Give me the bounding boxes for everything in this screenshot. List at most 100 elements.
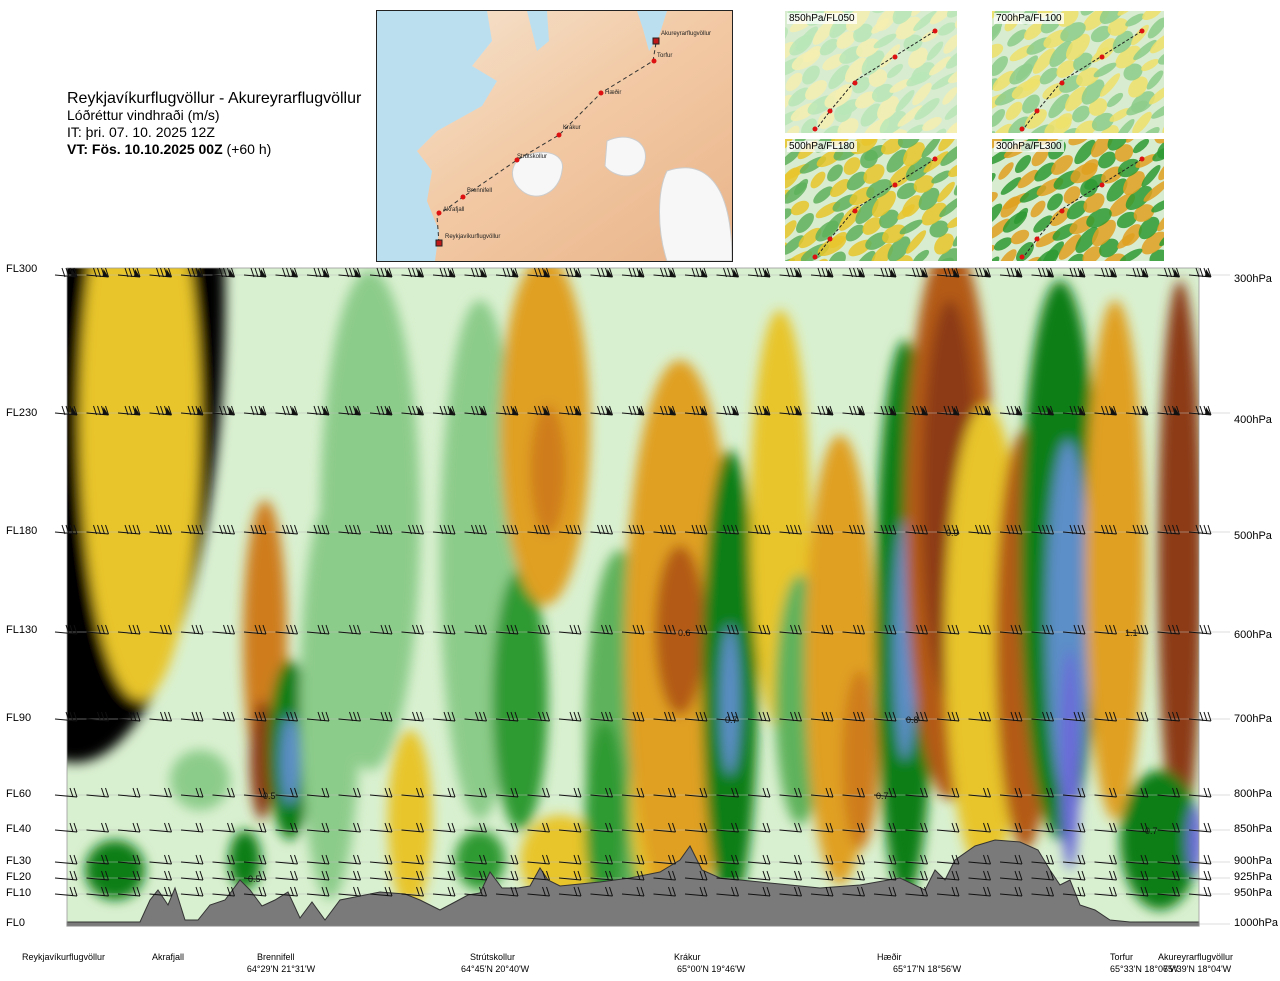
valid-time: VT: Fös. 10.10.2025 00Z (+60 h) bbox=[67, 141, 361, 158]
field-cell bbox=[850, 139, 878, 155]
waypoint-marker bbox=[812, 126, 818, 132]
wind-barb bbox=[527, 524, 550, 535]
level-map-700[interactable]: 700hPa/FL100 bbox=[992, 11, 1164, 133]
field-cell bbox=[855, 197, 879, 225]
wind-barb bbox=[558, 787, 582, 798]
field-cell bbox=[946, 11, 957, 18]
field-cell bbox=[1106, 178, 1128, 202]
field-cell bbox=[1157, 210, 1164, 232]
wind-barb bbox=[243, 870, 267, 881]
field-cell bbox=[1072, 105, 1090, 123]
field-cell bbox=[1131, 24, 1149, 46]
wind-barb bbox=[369, 405, 393, 416]
field-cell bbox=[1034, 162, 1056, 182]
wind-barb bbox=[86, 787, 109, 798]
field-cell bbox=[921, 139, 941, 159]
wind-barb bbox=[149, 267, 172, 278]
wind-barb bbox=[243, 624, 267, 635]
wind-barb bbox=[810, 267, 834, 278]
axis-label-500hpa: 500hPa bbox=[1234, 530, 1272, 542]
wind-barb bbox=[779, 524, 802, 535]
wind-barb bbox=[873, 854, 897, 865]
wind-barb bbox=[117, 267, 141, 278]
wind-barb bbox=[747, 854, 771, 865]
field-cell bbox=[998, 162, 1014, 180]
wind-barb bbox=[873, 524, 897, 535]
wind-barb bbox=[432, 854, 456, 865]
field-cell bbox=[1123, 63, 1143, 81]
wind-barb bbox=[1094, 787, 1117, 798]
wind-barb bbox=[117, 711, 141, 722]
wind-barb bbox=[149, 624, 172, 635]
wind-barb bbox=[432, 886, 456, 897]
field-cell bbox=[948, 163, 957, 177]
field-cell bbox=[870, 243, 894, 261]
wind-barb bbox=[117, 886, 141, 897]
wind-barb bbox=[243, 822, 267, 833]
level-map-label: 500hPa/FL180 bbox=[787, 141, 857, 152]
wind-barb bbox=[1157, 787, 1180, 798]
field-cell bbox=[1106, 92, 1124, 108]
route-line bbox=[814, 30, 936, 132]
station-coords: 65°00'N 19°46'W bbox=[677, 964, 746, 974]
wind-barb bbox=[180, 524, 204, 535]
level-map-300[interactable]: 300hPa/FL300 bbox=[992, 139, 1164, 261]
wind-barb bbox=[369, 787, 393, 798]
wind-barb bbox=[527, 870, 550, 881]
field-cell bbox=[929, 220, 949, 238]
wind-barb bbox=[842, 405, 865, 416]
field-cell bbox=[856, 38, 880, 58]
field-cell bbox=[1058, 128, 1080, 133]
field-cell bbox=[993, 237, 1013, 251]
ocean-shape bbox=[377, 11, 497, 261]
wind-barb bbox=[1125, 787, 1149, 798]
field-cell bbox=[895, 89, 915, 113]
updraft-band bbox=[455, 830, 505, 890]
field-cell bbox=[1033, 215, 1053, 233]
field-cell bbox=[939, 196, 957, 218]
wind-barb bbox=[180, 886, 204, 897]
wind-barb bbox=[1157, 822, 1180, 833]
vatnajokull-shape bbox=[659, 167, 732, 261]
wind-barb bbox=[653, 787, 676, 798]
level-map-500[interactable]: 500hPa/FL180 bbox=[785, 139, 957, 261]
field-cell bbox=[827, 164, 843, 182]
wind-barb bbox=[401, 267, 424, 278]
wind-barb bbox=[149, 787, 172, 798]
station-coords: 65°33'N 18°07'W bbox=[1110, 964, 1179, 974]
field-cell bbox=[845, 224, 865, 242]
wind-barb bbox=[432, 711, 456, 722]
wind-barb bbox=[1062, 787, 1086, 798]
wind-barb bbox=[684, 524, 708, 535]
wind-barb bbox=[590, 711, 613, 722]
wind-barb bbox=[810, 886, 834, 897]
field-cell bbox=[896, 182, 918, 200]
wind-barb bbox=[621, 854, 645, 865]
field-cell bbox=[1151, 101, 1164, 119]
value-label: 0.7 bbox=[725, 715, 738, 725]
wind-barb bbox=[1157, 267, 1180, 278]
axis-label-600hpa: 600hPa bbox=[1234, 629, 1272, 641]
field-cell bbox=[905, 157, 933, 181]
level-map-850[interactable]: 850hPa/FL050 bbox=[785, 11, 957, 133]
wind-barb bbox=[747, 524, 771, 535]
wind-barb bbox=[180, 405, 204, 416]
wind-barb bbox=[212, 822, 235, 833]
wind-barb bbox=[1031, 854, 1054, 865]
wind-barb bbox=[873, 711, 897, 722]
wind-barb bbox=[275, 267, 298, 278]
wind-barb bbox=[747, 267, 771, 278]
wind-barb bbox=[1157, 524, 1180, 535]
waypoint-marker-strutskollur bbox=[514, 157, 520, 163]
route-line bbox=[436, 42, 657, 244]
wind-barb bbox=[338, 854, 361, 865]
field-cell bbox=[922, 117, 942, 131]
wind-barb bbox=[275, 787, 298, 798]
field-cell bbox=[897, 204, 915, 220]
wind-barb bbox=[275, 870, 298, 881]
wind-barb bbox=[149, 854, 172, 865]
wind-barb bbox=[1125, 886, 1149, 897]
wind-barb bbox=[936, 787, 960, 798]
waypoint-marker bbox=[1034, 236, 1040, 242]
chart-title-block: Reykjavíkurflugvöllur - Akureyrarflugvöl… bbox=[67, 90, 361, 158]
